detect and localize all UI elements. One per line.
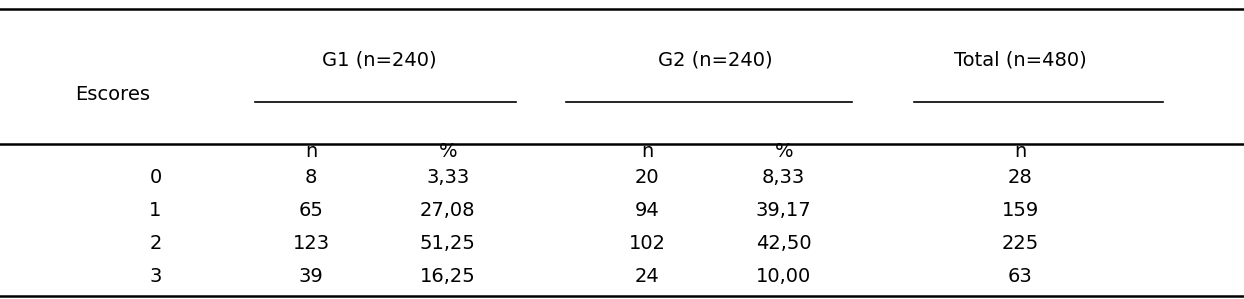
Text: 8,33: 8,33: [763, 168, 805, 187]
Text: 24: 24: [634, 267, 659, 286]
Text: G1 (n=240): G1 (n=240): [322, 50, 437, 69]
Text: 159: 159: [1001, 201, 1039, 220]
Text: 16,25: 16,25: [420, 267, 475, 286]
Text: 3: 3: [149, 267, 162, 286]
Text: 20: 20: [634, 168, 659, 187]
Text: 2: 2: [149, 234, 162, 253]
Text: Total (n=480): Total (n=480): [954, 50, 1086, 69]
Text: n: n: [641, 142, 653, 161]
Text: 123: 123: [292, 234, 330, 253]
Text: 39,17: 39,17: [756, 201, 811, 220]
Text: G2 (n=240): G2 (n=240): [658, 50, 773, 69]
Text: 3,33: 3,33: [427, 168, 469, 187]
Text: 10,00: 10,00: [756, 267, 811, 286]
Text: 63: 63: [1008, 267, 1033, 286]
Text: 27,08: 27,08: [420, 201, 475, 220]
Text: 28: 28: [1008, 168, 1033, 187]
Text: 8: 8: [305, 168, 317, 187]
Text: 94: 94: [634, 201, 659, 220]
Text: 42,50: 42,50: [756, 234, 811, 253]
Text: 0: 0: [149, 168, 162, 187]
Text: 225: 225: [1001, 234, 1039, 253]
Text: n: n: [305, 142, 317, 161]
Text: 39: 39: [299, 267, 323, 286]
Text: %: %: [775, 142, 792, 161]
Text: %: %: [439, 142, 457, 161]
Text: 51,25: 51,25: [420, 234, 475, 253]
Text: n: n: [1014, 142, 1026, 161]
Text: Escores: Escores: [75, 85, 149, 104]
Text: 65: 65: [299, 201, 323, 220]
Text: 102: 102: [628, 234, 666, 253]
Text: 1: 1: [149, 201, 162, 220]
